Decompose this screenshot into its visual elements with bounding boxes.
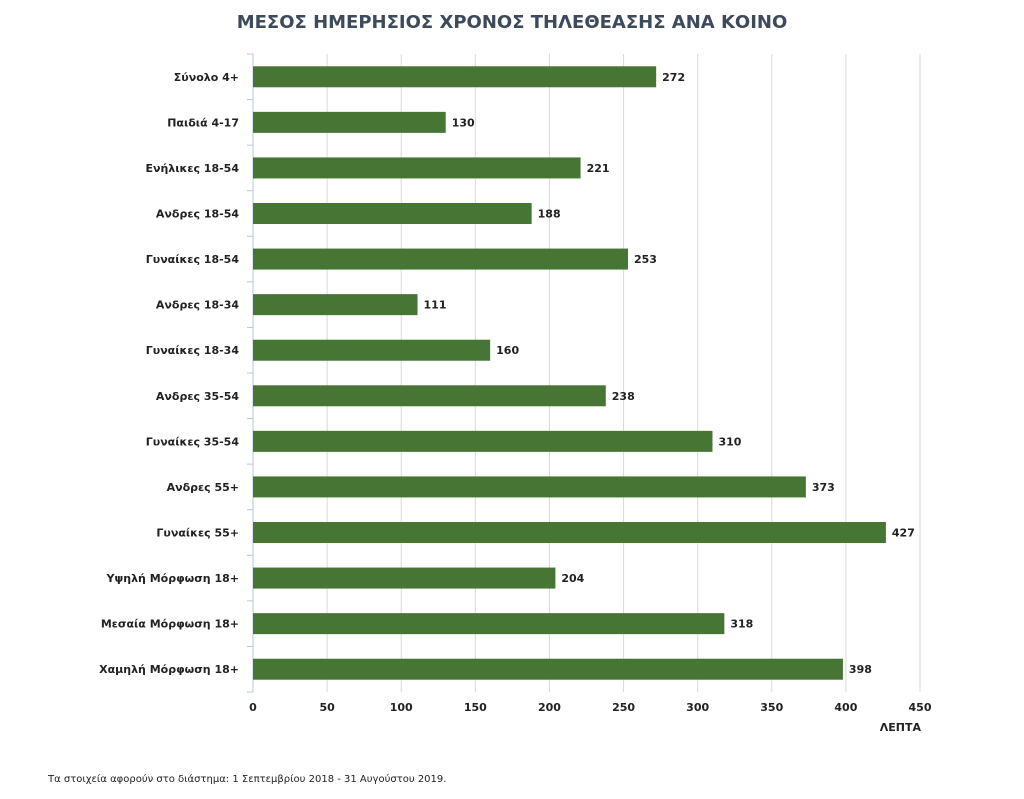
y-tick-label: Παιδιά 4-17 — [167, 116, 239, 129]
bar — [253, 294, 418, 316]
bar — [253, 476, 806, 498]
bar — [253, 339, 491, 361]
value-label: 253 — [634, 253, 657, 266]
chart-title: ΜΕΣΟΣ ΗΜΕΡΗΣΙΟΣ ΧΡΟΝΟΣ ΤΗΛΕΘΕΑΣΗΣ ΑΝΑ ΚΟ… — [237, 12, 788, 33]
value-label: 373 — [812, 481, 835, 494]
x-tick-label: 100 — [390, 701, 413, 714]
value-label: 111 — [424, 299, 447, 312]
bar — [253, 66, 657, 88]
bar — [253, 567, 556, 589]
x-axis-label: ΛΕΠΤΑ — [880, 721, 922, 734]
bar — [253, 658, 843, 680]
value-label: 221 — [587, 162, 610, 175]
y-tick-label: Σύνολο 4+ — [174, 71, 239, 84]
x-tick-label: 50 — [319, 701, 335, 714]
x-tick-label: 150 — [464, 701, 487, 714]
value-label: 130 — [452, 116, 475, 129]
y-tick-label: Γυναίκες 18-54 — [146, 253, 240, 266]
y-tick-label: Γυναίκες 18-34 — [146, 344, 240, 357]
y-tick-label: Ανδρες 35-54 — [156, 390, 239, 403]
y-tick-label: Μεσαία Μόρφωση 18+ — [101, 618, 239, 631]
value-label: 160 — [496, 344, 519, 357]
y-tick-label: Χαμηλή Μόρφωση 18+ — [99, 663, 239, 676]
y-tick-label: Γυναίκες 55+ — [156, 527, 239, 540]
x-tick-label: 250 — [612, 701, 635, 714]
x-tick-label: 300 — [686, 701, 709, 714]
y-tick-label: Ανδρες 18-54 — [156, 208, 239, 221]
value-label: 310 — [718, 435, 741, 448]
bar — [253, 385, 606, 407]
x-tick-label: 0 — [249, 701, 257, 714]
bar — [253, 613, 725, 635]
value-label: 318 — [730, 618, 753, 631]
y-tick-label: Υψηλή Μόρφωση 18+ — [106, 572, 239, 585]
bar — [253, 430, 713, 452]
value-label: 398 — [849, 663, 872, 676]
bar — [253, 157, 581, 179]
y-tick-label: Ενήλικες 18-54 — [145, 162, 239, 175]
value-label: 204 — [561, 572, 584, 585]
x-tick-label: 450 — [909, 701, 932, 714]
bar — [253, 248, 629, 270]
footnote: Τα στοιχεία αφορούν στο διάστημα: 1 Σεπτ… — [47, 773, 446, 785]
value-label: 238 — [612, 390, 635, 403]
bar — [253, 522, 886, 543]
bar — [253, 203, 532, 224]
bar — [253, 111, 446, 133]
x-tick-label: 200 — [538, 701, 561, 714]
y-tick-label: Ανδρες 55+ — [167, 481, 239, 494]
y-tick-label: Γυναίκες 35-54 — [146, 435, 240, 448]
x-tick-label: 400 — [834, 701, 857, 714]
y-tick-label: Ανδρες 18-34 — [156, 299, 239, 312]
value-label: 427 — [892, 527, 915, 540]
x-tick-label: 350 — [760, 701, 783, 714]
value-label: 188 — [538, 208, 561, 221]
value-label: 272 — [662, 71, 685, 84]
